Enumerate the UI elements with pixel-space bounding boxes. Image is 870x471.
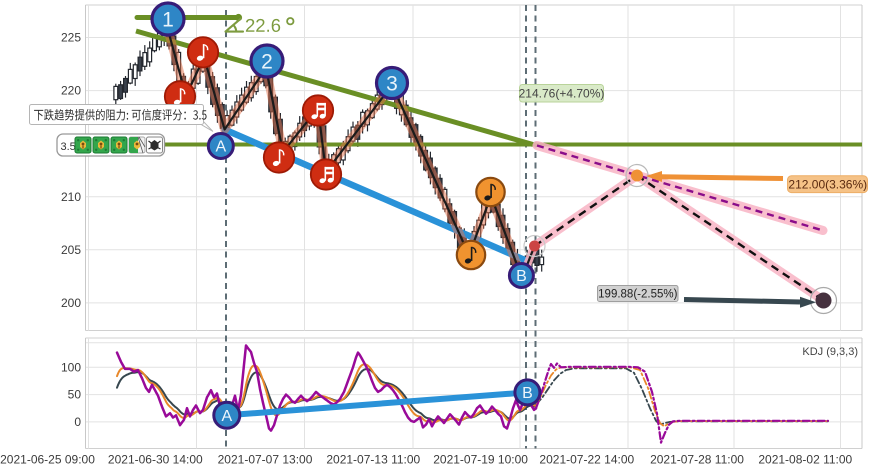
- svg-text:2021-07-28 11:00: 2021-07-28 11:00: [650, 453, 744, 467]
- svg-text:B: B: [516, 268, 527, 285]
- svg-text:3.5: 3.5: [61, 141, 76, 153]
- svg-text:2: 2: [261, 51, 273, 74]
- svg-text:100: 100: [61, 360, 81, 374]
- svg-text:B: B: [522, 385, 533, 402]
- svg-text:2021-07-07 13:00: 2021-07-07 13:00: [218, 453, 313, 467]
- svg-text:3: 3: [386, 73, 398, 96]
- svg-text:2021-06-25 09:00: 2021-06-25 09:00: [0, 453, 95, 467]
- svg-text:199.88(-2.55%): 199.88(-2.55%): [598, 289, 677, 301]
- svg-text:225: 225: [61, 31, 81, 45]
- svg-text:A: A: [215, 139, 226, 156]
- svg-text:2021-07-13 11:00: 2021-07-13 11:00: [326, 453, 420, 467]
- svg-text:2021-06-30 14:00: 2021-06-30 14:00: [108, 453, 203, 467]
- svg-text:220: 220: [61, 84, 81, 98]
- svg-text:KDJ (9,3,3): KDJ (9,3,3): [802, 346, 858, 358]
- svg-text:2021-08-02 11:00: 2021-08-02 11:00: [758, 453, 852, 467]
- svg-text:214.76(+4.70%): 214.76(+4.70%): [519, 87, 605, 101]
- svg-text:212.00(3.36%): 212.00(3.36%): [788, 178, 867, 192]
- svg-text:210: 210: [61, 190, 81, 204]
- svg-text:200: 200: [61, 296, 81, 310]
- svg-text:2021-07-19 10:00: 2021-07-19 10:00: [433, 453, 528, 467]
- svg-text:1: 1: [162, 9, 174, 32]
- svg-text:205: 205: [61, 243, 81, 257]
- svg-text:50: 50: [68, 388, 82, 402]
- svg-text:0: 0: [74, 415, 81, 429]
- svg-text:2021-07-22 14:00: 2021-07-22 14:00: [539, 453, 634, 467]
- svg-text:A: A: [221, 408, 232, 425]
